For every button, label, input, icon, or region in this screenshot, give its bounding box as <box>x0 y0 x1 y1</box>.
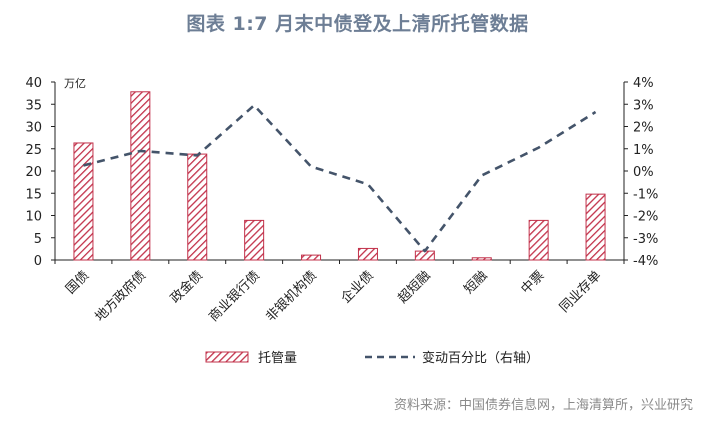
source-note: 资料来源：中国债券信息网，上海清算所，兴业研究 <box>393 398 693 413</box>
right-tick-label: -3% <box>633 232 658 247</box>
right-tick-label: 0% <box>633 165 654 180</box>
left-tick-label: 35 <box>25 98 42 113</box>
x-category-label: 短融 <box>462 268 491 297</box>
bar <box>301 254 322 261</box>
x-category-label: 中票 <box>518 268 547 297</box>
bar <box>357 247 378 261</box>
right-tick-label: 3% <box>633 98 654 113</box>
bar <box>187 153 208 261</box>
right-tick-label: 2% <box>633 121 654 136</box>
bar <box>471 257 492 261</box>
x-category-label: 非银机构债 <box>263 268 320 325</box>
x-category-label: 超短融 <box>395 268 433 306</box>
legend: 托管量 变动百分比（右轴） <box>205 350 539 366</box>
left-tick-label: 0 <box>34 254 42 269</box>
left-axis-unit: 万亿 <box>64 77 86 90</box>
right-tick-label: -1% <box>633 187 658 202</box>
bar <box>414 250 435 261</box>
change-percent-line <box>83 104 597 253</box>
legend-bar-label: 托管量 <box>258 351 297 366</box>
bar <box>528 219 549 261</box>
x-category-label: 同业存单 <box>557 268 604 315</box>
right-tick-label: -4% <box>633 254 658 269</box>
legend-line-label: 变动百分比（右轴） <box>422 350 539 366</box>
left-tick-label: 40 <box>25 76 42 91</box>
x-category-label: 企业债 <box>338 268 377 307</box>
x-category-label: 地方政府债 <box>92 268 149 325</box>
bar <box>244 219 265 261</box>
right-tick-label: 1% <box>633 143 654 158</box>
right-tick-label: 4% <box>633 76 654 91</box>
right-tick-label: -2% <box>633 210 658 225</box>
x-category-label: 商业银行债 <box>206 268 263 325</box>
bar <box>130 91 151 261</box>
left-tick-label: 5 <box>34 232 42 247</box>
left-tick-label: 10 <box>25 210 42 225</box>
left-tick-label: 30 <box>25 121 42 136</box>
bar <box>73 142 94 261</box>
x-category-label: 国债 <box>63 268 92 297</box>
legend-bar-swatch <box>205 351 249 363</box>
left-tick-label: 15 <box>25 187 42 202</box>
chart-title: 图表 1:7 月末中债登及上清所托管数据 <box>186 13 529 35</box>
bar <box>585 193 606 261</box>
left-tick-label: 25 <box>25 143 42 158</box>
x-category-label: 政金债 <box>167 268 206 307</box>
left-tick-label: 20 <box>25 165 42 180</box>
